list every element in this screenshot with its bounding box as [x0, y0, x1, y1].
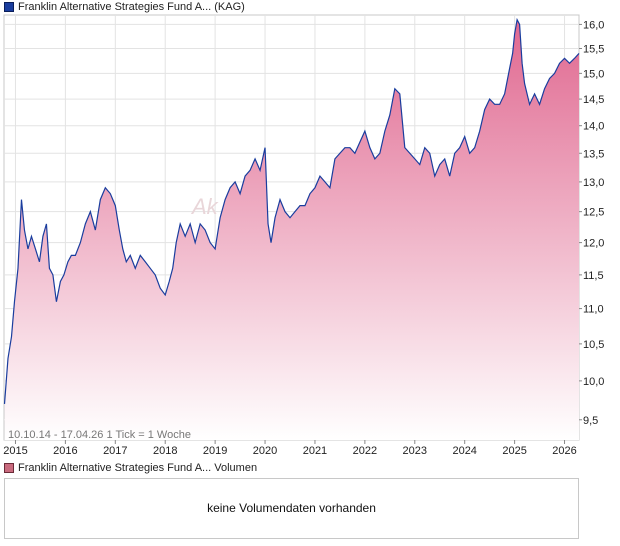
- price-chart: Ak 9,5 10,0 10,5 11,0 11,5 12,0 12,5 13,0 13,5 14…: [3, 14, 604, 457]
- volume-panel: keine Volumendaten vorhanden: [4, 478, 579, 539]
- y-tick-label: 15,0: [583, 68, 604, 80]
- y-tick-label: 11,5: [583, 270, 604, 282]
- price-legend-label: Franklin Alternative Strategies Fund A..…: [18, 1, 245, 13]
- x-tick-label: 2017: [103, 445, 127, 457]
- y-tick-label: 13,5: [583, 148, 604, 160]
- x-tick-label: 2020: [253, 445, 277, 457]
- y-tick-label: 15,5: [583, 43, 604, 55]
- y-tick-label: 13,0: [583, 177, 604, 189]
- y-tick-label: 9,5: [583, 415, 598, 427]
- price-legend: Franklin Alternative Strategies Fund A..…: [4, 0, 245, 14]
- y-axis: 9,5 10,0 10,5 11,0 11,5 12,0 12,5 13,0 13,5 14,0 1…: [579, 19, 604, 427]
- volume-legend: Franklin Alternative Strategies Fund A..…: [4, 461, 257, 475]
- y-tick-label: 10,0: [583, 376, 604, 388]
- y-tick-label: 16,0: [583, 19, 604, 31]
- volume-legend-swatch: [4, 463, 14, 473]
- x-tick-label: 2025: [502, 445, 526, 457]
- price-line: [3, 17, 580, 405]
- volume-legend-label: Franklin Alternative Strategies Fund A..…: [18, 462, 258, 474]
- x-tick-label: 2024: [452, 445, 476, 457]
- volume-empty-message: keine Volumendaten vorhanden: [207, 501, 376, 515]
- x-tick-label: 2018: [153, 445, 177, 457]
- y-tick-label: 12,0: [583, 238, 604, 250]
- y-tick-label: 14,0: [583, 121, 604, 133]
- x-tick-label: 2016: [53, 445, 77, 457]
- x-tick-label: 2021: [303, 445, 327, 457]
- x-tick-label: 2015: [3, 445, 27, 457]
- x-tick-label: 2026: [552, 445, 576, 457]
- price-area: [4, 19, 579, 440]
- date-range-label: 10.10.14 - 17.04.26 1 Tick = 1 Woche: [8, 429, 191, 441]
- y-tick-label: 10,5: [583, 339, 604, 351]
- y-tick-label: 12,5: [583, 207, 604, 219]
- x-tick-label: 2022: [353, 445, 377, 457]
- x-tick-label: 2023: [403, 445, 427, 457]
- watermark: Ak: [190, 194, 219, 219]
- x-axis: 2015 2016 2017 2018 2019 2020 2021 2022 2023 2024…: [3, 440, 577, 457]
- price-legend-swatch: [4, 2, 14, 12]
- x-tick-label: 2019: [203, 445, 227, 457]
- y-tick-label: 11,0: [583, 304, 604, 316]
- y-tick-label: 14,5: [583, 94, 604, 106]
